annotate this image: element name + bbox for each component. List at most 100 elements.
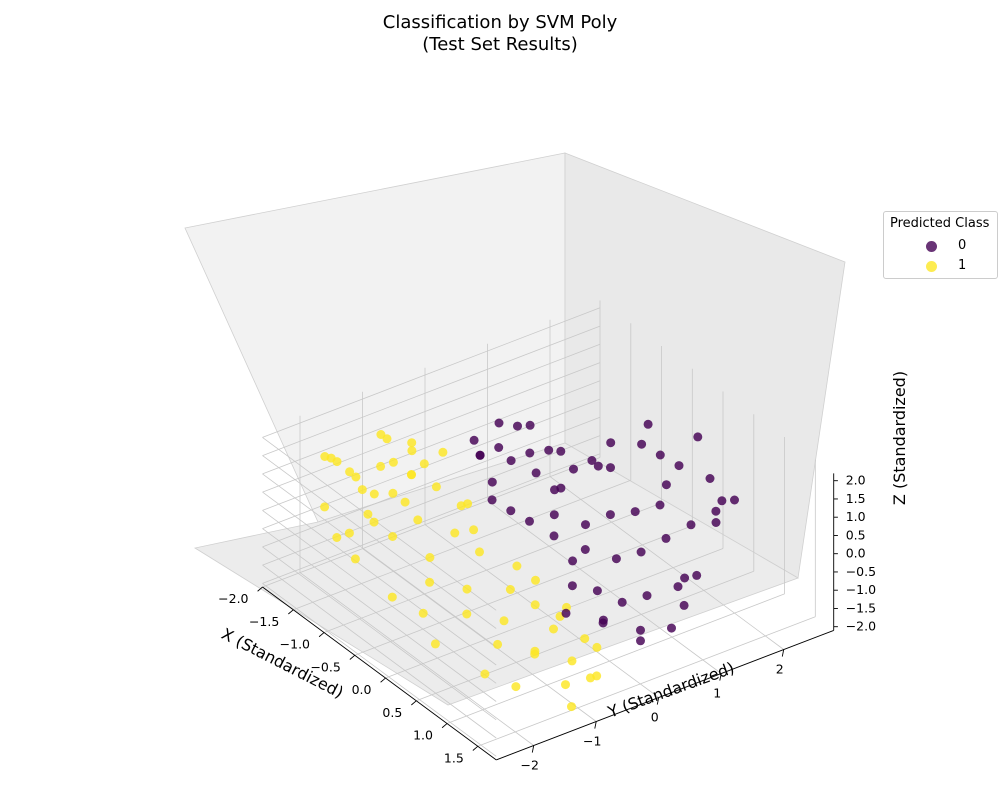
point-class-1 (469, 525, 479, 535)
z-tick-label: 1.5 (846, 491, 866, 506)
x-gridline-floor (293, 479, 631, 611)
point-class-0 (705, 474, 715, 483)
z-gridline-back (262, 398, 601, 529)
point-class-0 (568, 556, 578, 566)
point-class-0 (630, 507, 640, 517)
point-class-1 (475, 547, 484, 557)
point-class-1 (407, 446, 417, 456)
y-tick-label-mark (656, 697, 660, 705)
z-gridline-left (262, 473, 497, 648)
x-gridline-floor (385, 548, 724, 679)
x-gridline-floor (477, 616, 816, 747)
x-tick-label: 0.0 (352, 682, 372, 697)
x-gridline-floor (446, 593, 785, 724)
point-class-0 (561, 608, 571, 618)
point-class-0 (581, 520, 590, 530)
x-tick-label-mark (318, 632, 325, 638)
x-tick-label: −1.0 (280, 637, 310, 652)
y-gridline-floor (424, 524, 659, 698)
point-class-0 (711, 518, 721, 527)
point-class-1 (505, 585, 515, 594)
point-class-1 (376, 461, 386, 471)
point-class-0 (673, 582, 683, 592)
point-class-0 (506, 506, 516, 516)
legend-label-0: 0 (958, 238, 967, 253)
point-class-0 (655, 450, 665, 460)
point-class-1 (382, 434, 392, 444)
z-gridline-left (262, 437, 497, 611)
point-class-0 (674, 461, 684, 471)
point-class-0 (549, 510, 559, 520)
point-class-0 (606, 438, 616, 448)
point-class-1 (369, 517, 379, 527)
point-class-1 (369, 489, 379, 499)
z-gridline-back (262, 362, 601, 493)
point-class-1 (345, 467, 355, 477)
point-class-1 (388, 488, 398, 498)
z-tick-label: 1.0 (846, 509, 866, 524)
z-gridline-left (262, 528, 497, 702)
point-class-0 (661, 480, 671, 490)
point-class-0 (667, 623, 676, 633)
point-class-0 (711, 506, 721, 516)
x-tick-label-mark (380, 677, 386, 683)
x-tick-label-mark (441, 723, 448, 729)
legend-marker-1 (926, 261, 937, 272)
point-class-1 (493, 639, 503, 649)
point-class-1 (430, 639, 440, 649)
point-class-1 (332, 457, 342, 467)
x-tick-label: 1.0 (413, 728, 433, 743)
data-points (320, 418, 739, 712)
point-class-0 (544, 445, 554, 455)
point-class-0 (494, 418, 504, 428)
y-tick-label-mark (781, 649, 785, 657)
y-tick-label: −2 (520, 758, 538, 773)
z-gridline-left (262, 564, 497, 739)
point-class-0 (506, 456, 516, 466)
point-class-0 (686, 520, 696, 530)
point-class-0 (679, 600, 689, 610)
point-class-0 (487, 495, 497, 505)
x-tick-label-mark (288, 609, 294, 615)
z-tick-label: 0.0 (846, 546, 866, 561)
point-class-0 (611, 554, 621, 564)
point-class-0 (525, 516, 534, 526)
legend-label-1: 1 (958, 258, 967, 273)
point-class-1 (320, 502, 330, 512)
x-gridline-floor (354, 525, 693, 656)
y-tick-label: 2 (776, 662, 784, 677)
z-tick-label: −1.5 (846, 601, 876, 616)
x-tick-label: 1.5 (444, 750, 464, 765)
z-gridline-left (262, 491, 497, 666)
x-gridline-floor (262, 457, 601, 588)
z-tick-label: −1.0 (846, 582, 876, 597)
point-class-0 (593, 461, 603, 471)
point-class-0 (655, 500, 665, 510)
point-class-1 (462, 584, 472, 594)
point-class-1 (350, 554, 360, 564)
y-tick-label: 1 (713, 686, 721, 701)
point-class-1 (413, 515, 423, 525)
z-gridline-back (262, 453, 601, 584)
point-class-1 (332, 533, 342, 542)
point-class-1 (351, 472, 361, 482)
point-class-0 (550, 485, 559, 495)
point-class-0 (556, 446, 566, 456)
z-gridline-back (262, 307, 601, 438)
x-tick-label: −1.5 (249, 614, 279, 629)
point-class-0 (636, 547, 646, 557)
y-tick-label: −1 (583, 734, 601, 749)
z-gridline-left (262, 546, 497, 721)
point-class-1 (530, 649, 540, 659)
point-class-1 (462, 609, 472, 619)
point-class-1 (388, 457, 398, 467)
x-tick-label: −2.0 (218, 591, 248, 606)
axis-lines (262, 473, 835, 761)
z-gridline-back (262, 343, 601, 475)
x-tick-label-mark (411, 700, 417, 706)
point-class-0 (569, 464, 578, 474)
point-class-0 (580, 545, 590, 554)
tick-labels: −2.0−1.5−1.0−0.50.00.51.01.5 −2−1012−2.0−… (218, 473, 876, 773)
point-class-0 (587, 456, 597, 465)
point-class-0 (636, 636, 645, 646)
